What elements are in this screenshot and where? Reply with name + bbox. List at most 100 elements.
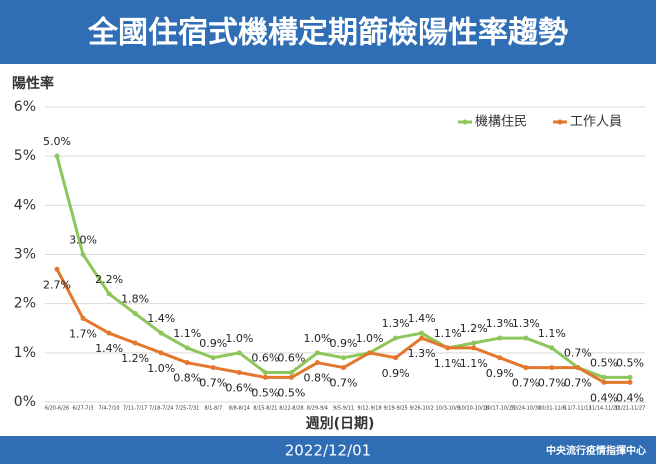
value-label: 1.3% xyxy=(486,317,514,330)
value-label: 0.5% xyxy=(590,356,618,369)
value-label: 0.9% xyxy=(330,337,358,350)
point xyxy=(471,345,477,351)
x-tick-label: 8/8-8/14 xyxy=(229,406,250,412)
point xyxy=(471,340,477,346)
value-label: 1.4% xyxy=(408,312,436,325)
value-label: 0.9% xyxy=(382,367,410,380)
x-tick-label: 7/18-7/24 xyxy=(149,406,173,412)
x-tick-label: 7/25-7/31 xyxy=(175,406,199,412)
value-label: 2.2% xyxy=(95,273,123,286)
x-tick-label: 11/14-11/20 xyxy=(589,406,620,412)
point xyxy=(288,370,294,375)
x-tick-label: 10/3-10/9 xyxy=(436,406,460,412)
x-tick-label: 8/22-8/28 xyxy=(279,406,303,412)
y-tick-label: 3% xyxy=(14,247,36,263)
value-label: 0.7% xyxy=(199,377,227,390)
value-label: 0.7% xyxy=(564,347,592,360)
value-label: 1.2% xyxy=(121,352,149,365)
value-label: 2.7% xyxy=(43,278,71,291)
y-tick-label: 0% xyxy=(14,394,36,410)
point xyxy=(523,335,529,341)
value-label: 0.8% xyxy=(303,372,331,385)
value-label: 1.4% xyxy=(95,342,123,355)
legend-label: 機構住民 xyxy=(475,115,527,130)
value-label: 0.5% xyxy=(277,386,305,399)
point xyxy=(288,374,294,380)
point xyxy=(549,345,555,351)
point xyxy=(341,365,346,371)
value-label: 1.1% xyxy=(538,327,566,340)
point xyxy=(132,311,138,316)
x-tick-label: 9/19-9/25 xyxy=(383,406,407,412)
value-label: 1.3% xyxy=(512,317,540,330)
chart-title: 全國住宿式機構定期篩檢陽性率趨勢 xyxy=(87,16,568,51)
point xyxy=(393,355,399,361)
header-bar xyxy=(0,0,656,64)
y-tick-label: 5% xyxy=(14,148,36,164)
value-label: 0.9% xyxy=(486,367,514,380)
value-label: 1.4% xyxy=(147,312,175,325)
x-tick-label: 9/5-9/11 xyxy=(333,406,354,412)
point xyxy=(367,350,373,356)
value-label: 0.7% xyxy=(512,377,540,390)
point xyxy=(106,291,112,297)
point xyxy=(627,379,633,385)
y-tick-label: 6% xyxy=(14,99,36,115)
value-label: 0.6% xyxy=(277,352,305,365)
x-tick-label: 7/11-7/17 xyxy=(123,406,147,412)
value-label: 1.0% xyxy=(356,332,384,345)
point xyxy=(132,340,138,346)
value-label: 0.5% xyxy=(251,386,279,399)
value-label: 1.7% xyxy=(69,327,97,340)
legend-label: 工作人員 xyxy=(570,115,622,130)
point xyxy=(184,360,190,366)
value-label: 5.0% xyxy=(43,135,71,148)
point xyxy=(236,350,242,356)
value-label: 0.4% xyxy=(590,391,618,404)
point xyxy=(523,365,529,371)
value-label: 1.1% xyxy=(434,327,462,340)
value-label: 0.9% xyxy=(199,337,227,350)
point xyxy=(54,266,60,272)
point xyxy=(80,315,86,321)
value-label: 3.0% xyxy=(69,234,97,247)
value-label: 1.1% xyxy=(434,357,462,370)
y-tick-label: 2% xyxy=(14,296,36,312)
point xyxy=(497,355,503,361)
point xyxy=(601,374,607,380)
point xyxy=(158,330,164,336)
point xyxy=(575,365,581,371)
x-tick-label: 8/1-8/7 xyxy=(204,406,222,412)
point xyxy=(419,335,425,341)
point xyxy=(445,345,451,351)
footer-date: 2022/12/01 xyxy=(285,442,371,460)
x-tick-label: 7/4-7/10 xyxy=(99,406,120,412)
value-label: 1.0% xyxy=(225,332,253,345)
x-tick-label: 11/21-11/27 xyxy=(615,406,646,412)
x-tick-label: 6/27-7/3 xyxy=(72,406,93,412)
y-axis-title: 陽性率 xyxy=(12,75,54,92)
value-label: 1.8% xyxy=(121,293,149,306)
x-tick-label: 10/31-11/6 xyxy=(538,406,565,412)
value-label: 1.3% xyxy=(382,317,410,330)
value-label: 1.2% xyxy=(460,322,488,335)
value-label: 0.7% xyxy=(330,377,358,390)
value-label: 0.7% xyxy=(538,377,566,390)
x-tick-label: 11/7-11/13 xyxy=(564,406,591,412)
point xyxy=(262,370,268,375)
value-label: 1.1% xyxy=(173,327,201,340)
point xyxy=(393,335,399,341)
x-tick-label: 10/17-10/23 xyxy=(484,406,515,412)
point xyxy=(54,153,60,159)
x-tick-label: 9/26-10/2 xyxy=(410,406,434,412)
x-tick-label: 10/24-10/30 xyxy=(511,406,542,412)
y-tick-label: 1% xyxy=(14,345,36,361)
point xyxy=(627,374,633,380)
x-axis-title: 週別(日期) xyxy=(306,416,375,432)
x-tick-label: 8/29-9/4 xyxy=(307,406,328,412)
value-label: 0.6% xyxy=(251,352,279,365)
point xyxy=(549,365,555,371)
x-tick-label: 6/20-6/26 xyxy=(45,406,69,412)
point xyxy=(80,252,86,257)
